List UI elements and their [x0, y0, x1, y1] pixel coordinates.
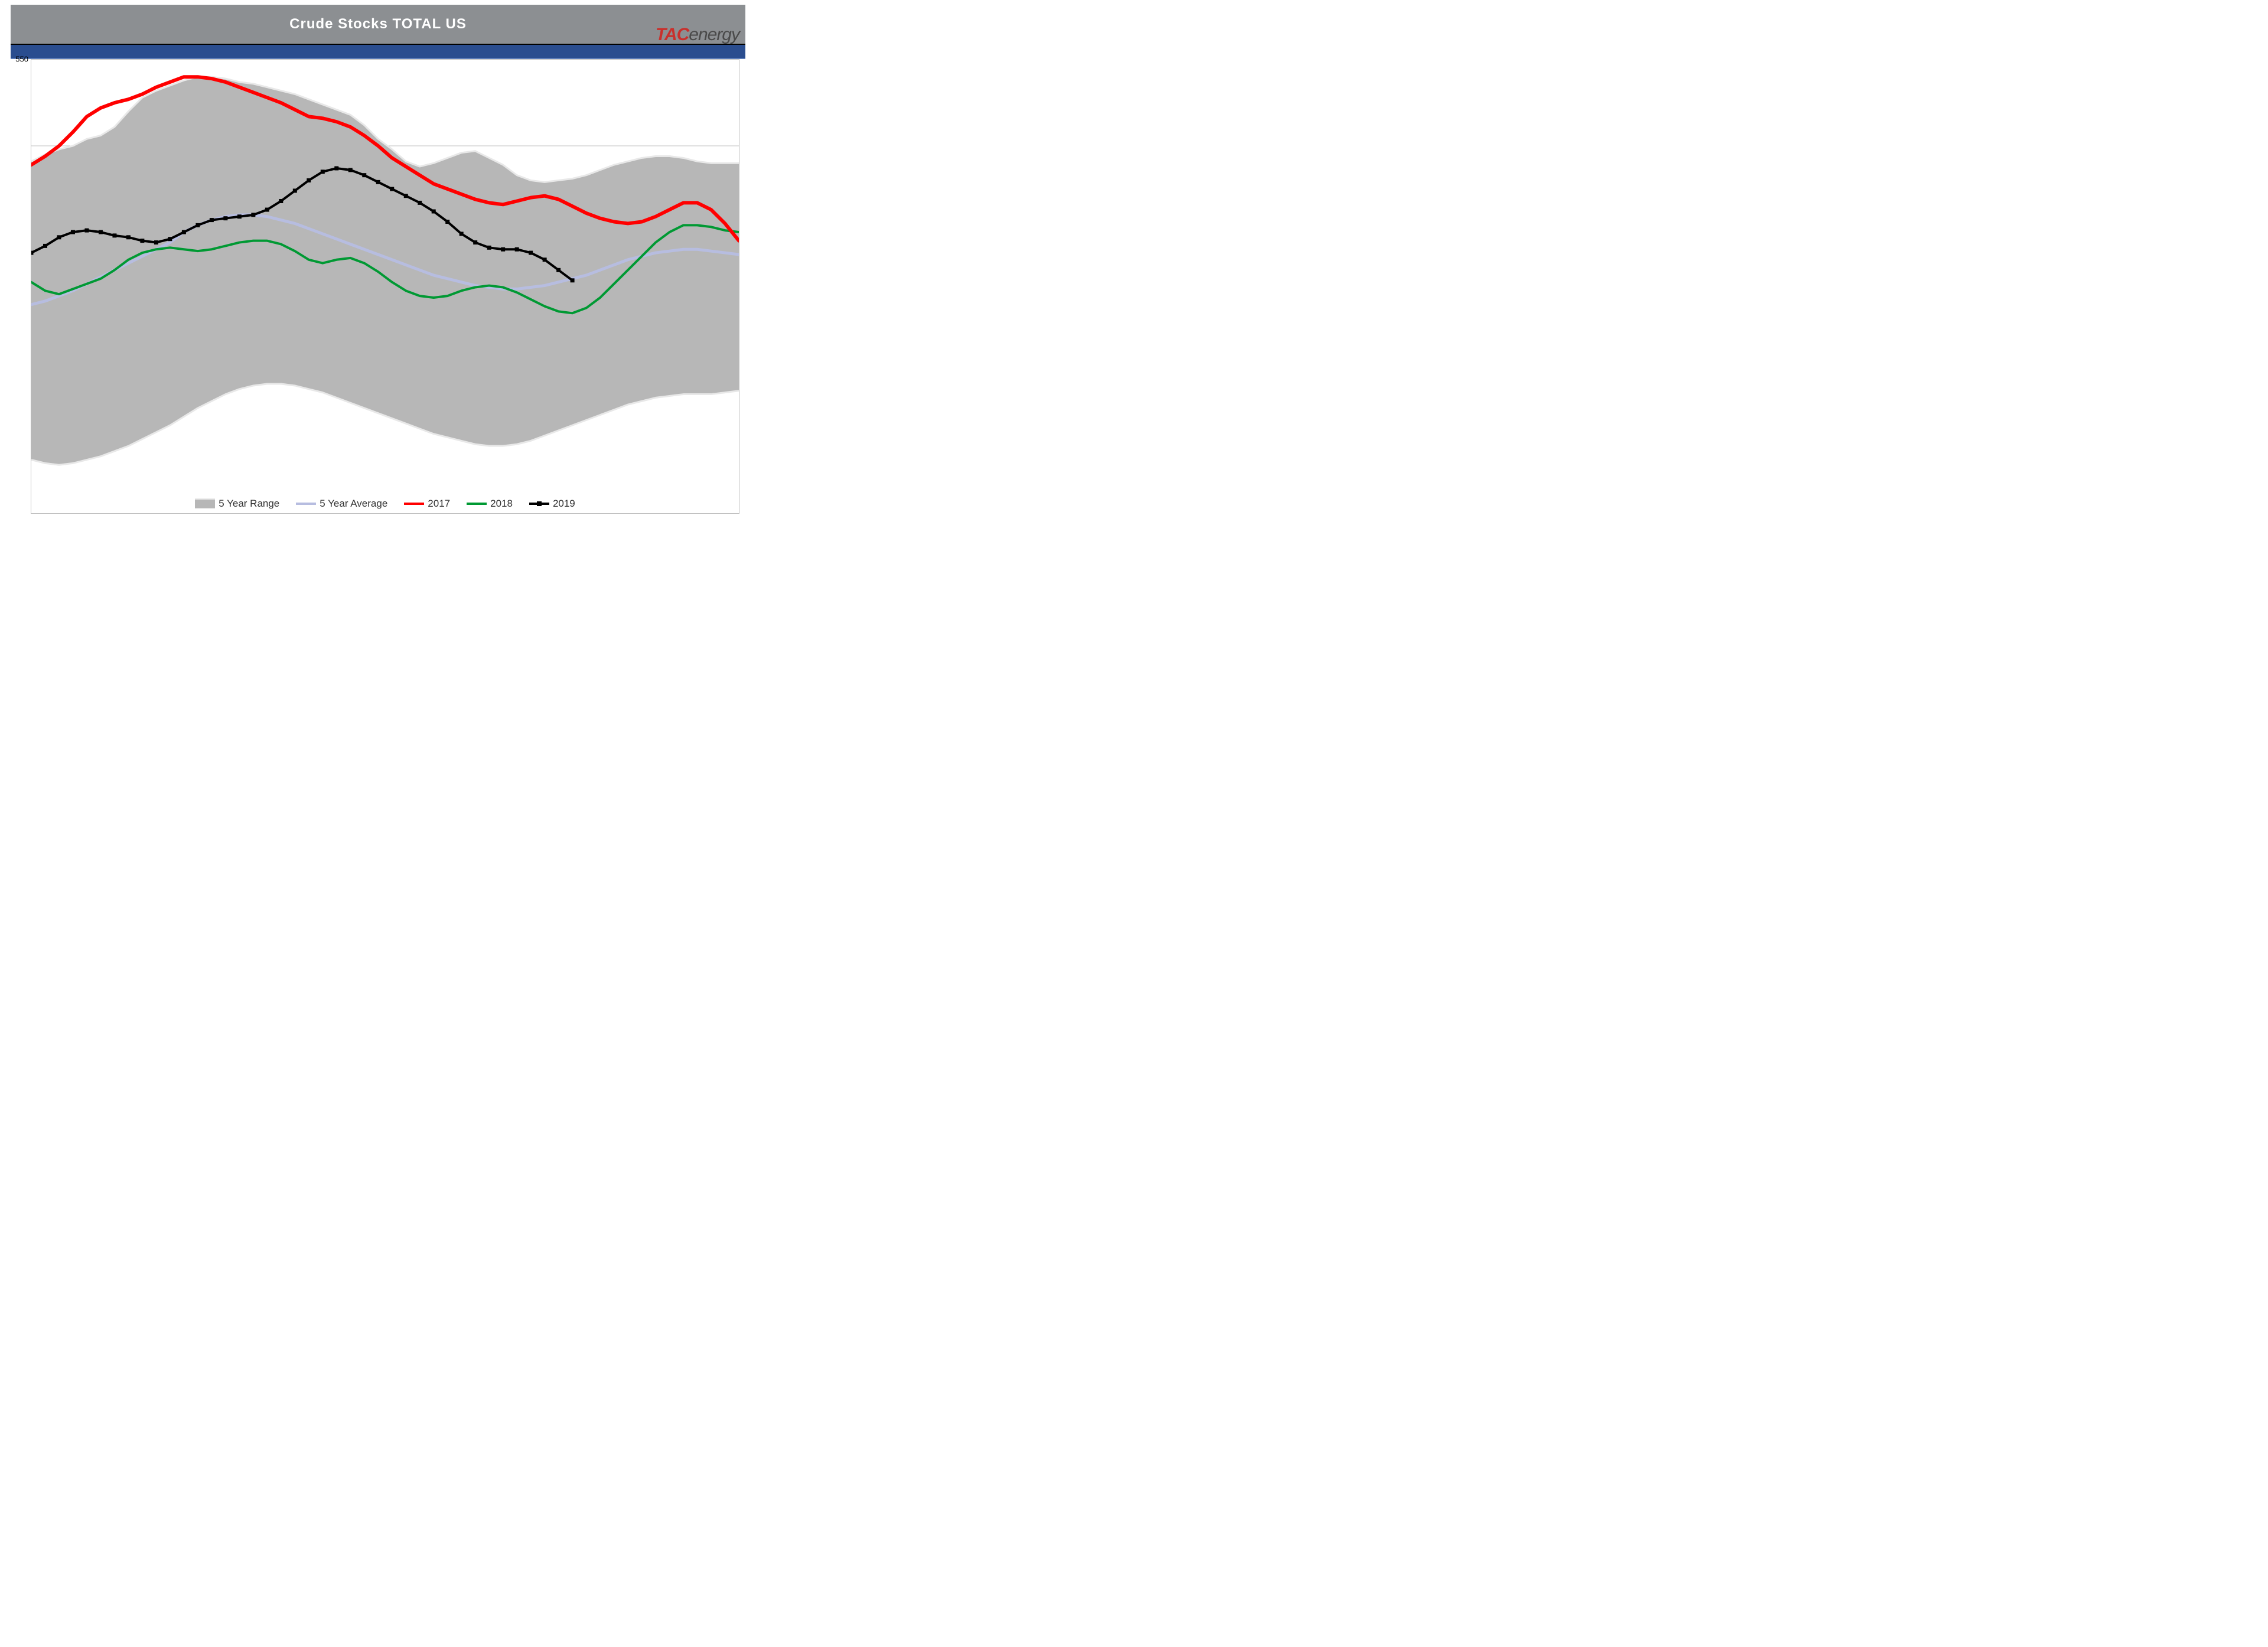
legend-item-2018: 2018: [467, 498, 513, 510]
legend-item-avg: 5 Year Average: [296, 498, 387, 510]
chart-container: Crude Stocks TOTAL US TACenergy 550 5 Ye…: [0, 0, 756, 549]
legend-item-range: 5 Year Range: [195, 498, 279, 510]
title-bar: Crude Stocks TOTAL US: [11, 5, 745, 44]
plot-frame: 5 Year Range 5 Year Average 2017 2018 20…: [31, 59, 739, 514]
legend-item-2019: 2019: [529, 498, 575, 510]
y2018-swatch-icon: [467, 503, 487, 505]
chart-svg: [31, 60, 739, 513]
legend-label-avg: 5 Year Average: [320, 498, 387, 510]
y2019-swatch-icon: [529, 503, 549, 505]
chart-title: Crude Stocks TOTAL US: [289, 16, 467, 32]
legend-label-range: 5 Year Range: [219, 498, 279, 510]
legend-label-2017: 2017: [428, 498, 450, 510]
header-strip: [11, 44, 745, 59]
legend-label-2018: 2018: [490, 498, 513, 510]
logo-energy: energy: [689, 25, 739, 44]
avg-swatch-icon: [296, 503, 316, 505]
y2017-swatch-icon: [404, 503, 424, 505]
y-axis-label-550: 550: [15, 55, 28, 64]
legend-label-2019: 2019: [553, 498, 575, 510]
range-swatch-icon: [195, 498, 215, 509]
legend: 5 Year Range 5 Year Average 2017 2018 20…: [31, 498, 739, 510]
logo-tac: TAC: [656, 25, 689, 44]
brand-logo: TACenergy: [656, 25, 739, 45]
legend-item-2017: 2017: [404, 498, 450, 510]
